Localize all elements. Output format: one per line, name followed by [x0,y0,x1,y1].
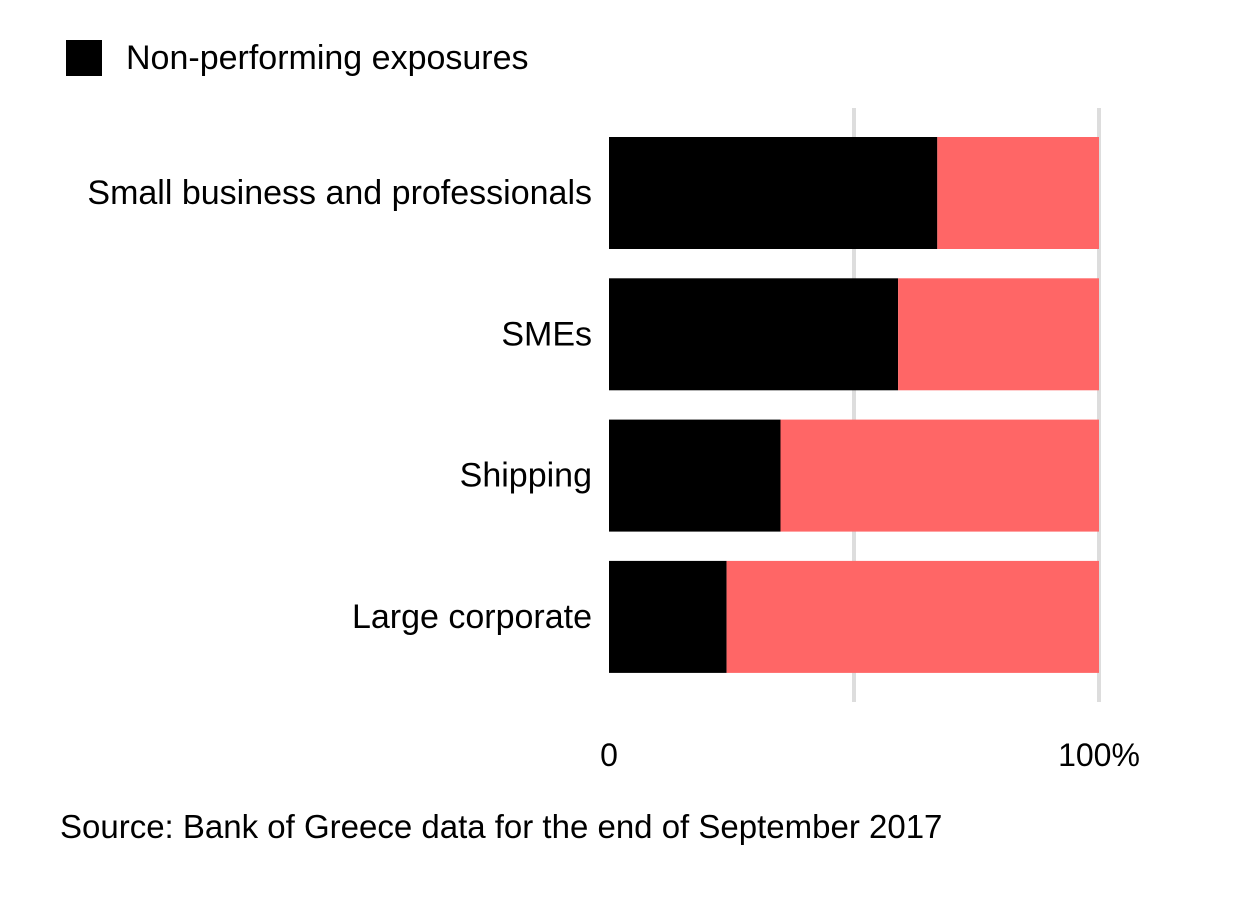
bar-segment-remainder-3 [726,560,1099,673]
bars [609,137,1099,673]
bar-segment-non-performing-exposures-2 [609,419,781,532]
category-label-3: Large corporate [352,598,592,636]
chart-legend: Non-performing exposures [66,38,529,78]
bar-segment-non-performing-exposures-3 [609,560,727,673]
x-axis-ticks: 0 100% [600,737,1140,773]
category-label-0: Small business and professionals [87,174,592,212]
x-tick-label-0: 0 [600,737,618,773]
bar-segment-remainder-0 [937,137,1099,249]
category-label-2: Shipping [460,457,592,495]
bar-segment-non-performing-exposures-1 [609,278,899,391]
bar-segment-non-performing-exposures-0 [609,137,938,249]
bar-segment-remainder-2 [780,419,1099,532]
source-note: Source: Bank of Greece data for the end … [60,808,943,845]
x-tick-label-1: 100% [1058,737,1140,773]
category-labels: Small business and professionals SMEs Ship… [87,174,592,636]
category-label-1: SMEs [501,315,592,353]
legend-swatch-non-performing [66,40,102,76]
legend-label-non-performing: Non-performing exposures [126,38,529,77]
bar-segment-remainder-1 [898,278,1099,391]
stacked-bar-chart: Small business and professionals SMEs Ship… [87,108,1140,773]
